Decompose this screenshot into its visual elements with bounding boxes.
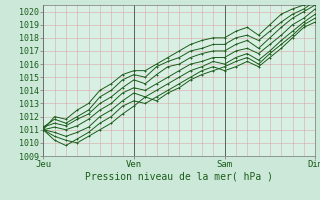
- X-axis label: Pression niveau de la mer( hPa ): Pression niveau de la mer( hPa ): [85, 172, 273, 182]
